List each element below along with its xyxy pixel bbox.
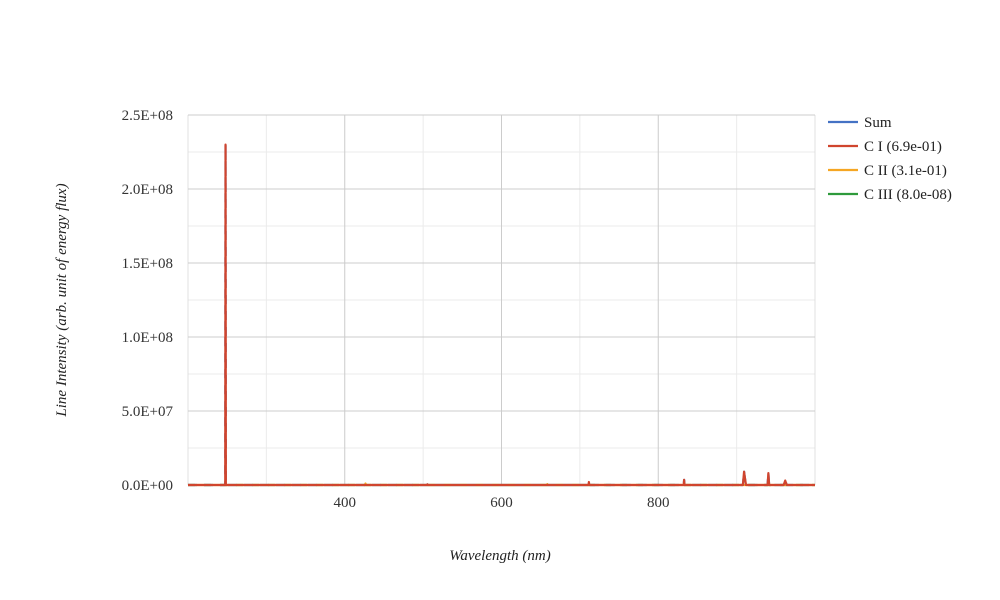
y-tick-label: 1.0E+08 <box>122 330 173 346</box>
legend-label: C III (8.0e-08) <box>864 187 952 203</box>
y-tick-label: 5.0E+07 <box>122 404 174 420</box>
y-tick-label: 1.5E+08 <box>122 256 173 272</box>
y-axis-tick-labels: 0.0E+00 5.0E+07 1.0E+08 1.5E+08 2.0E+08 2.5E+… <box>122 108 174 494</box>
x-tick-label: 800 <box>647 495 670 511</box>
series-lines <box>188 143 815 487</box>
legend-label: C I (6.9e-01) <box>864 139 942 155</box>
legend: Sum C I (6.9e-01) C II (3.1e-01) C III (8.0… <box>828 115 952 203</box>
legend-label: C II (3.1e-01) <box>864 163 947 179</box>
y-tick-label: 0.0E+00 <box>122 478 173 494</box>
x-axis-tick-labels: 400 600 800 <box>334 495 670 511</box>
series-line-1 <box>188 143 815 487</box>
grid-major <box>187 114 816 486</box>
y-tick-label: 2.5E+08 <box>122 108 173 124</box>
y-tick-label: 2.0E+08 <box>122 182 173 198</box>
x-tick-label: 400 <box>334 495 357 511</box>
legend-label: Sum <box>864 115 892 131</box>
y-axis-title: Line Intensity (arb. unit of energy flux… <box>54 183 70 417</box>
x-tick-label: 600 <box>490 495 513 511</box>
x-axis-title: Wavelength (nm) <box>449 548 551 564</box>
